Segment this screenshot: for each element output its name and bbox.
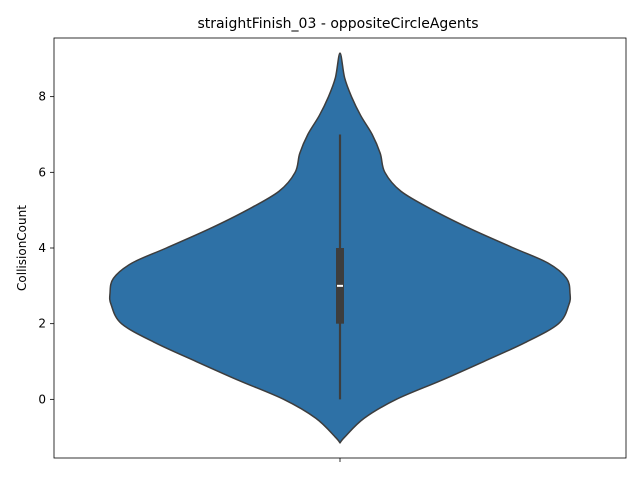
y-axis: 0 2 4 6 8 [38,90,54,406]
y-tick-label: 8 [38,90,46,104]
y-tick-label: 6 [38,165,46,179]
y-tick-label: 0 [38,392,46,406]
y-axis-label: CollisionCount [15,205,29,291]
y-tick-label: 2 [38,317,46,331]
y-tick-label: 4 [38,241,46,255]
chart-title: straightFinish_03 - oppositeCircleAgents [197,16,478,32]
plot-area [108,52,572,444]
